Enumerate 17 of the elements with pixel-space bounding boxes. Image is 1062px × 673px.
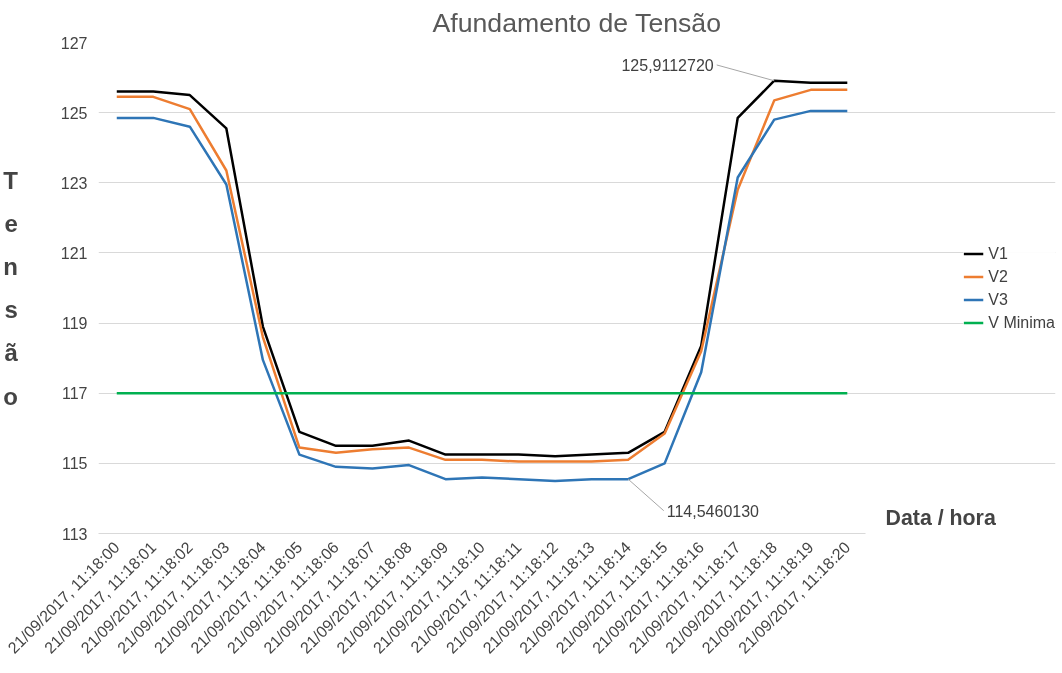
x-axis-title: Data / hora	[885, 505, 996, 530]
legend-label: V Minima	[988, 313, 1055, 331]
y-tick-label: 115	[61, 455, 88, 473]
y-tick-label: 121	[60, 244, 88, 262]
y-tick-label: 127	[60, 34, 88, 52]
y-tick-label: 117	[61, 385, 88, 403]
annotation: 114,5460130	[666, 502, 760, 520]
y-axis-title: Tensão	[3, 166, 19, 410]
chart-title: Afundamento de Tensão	[432, 7, 722, 38]
legend-label: V1	[988, 244, 1009, 262]
legend-label: V3	[988, 290, 1009, 308]
y-tick-label: 119	[61, 315, 88, 333]
y-tick-label: 123	[60, 174, 88, 192]
legend-label: V2	[988, 267, 1009, 285]
y-tick-label: 125	[60, 104, 88, 122]
annotation: 125,9112720	[621, 56, 714, 74]
y-tick-label: 113	[61, 525, 88, 543]
